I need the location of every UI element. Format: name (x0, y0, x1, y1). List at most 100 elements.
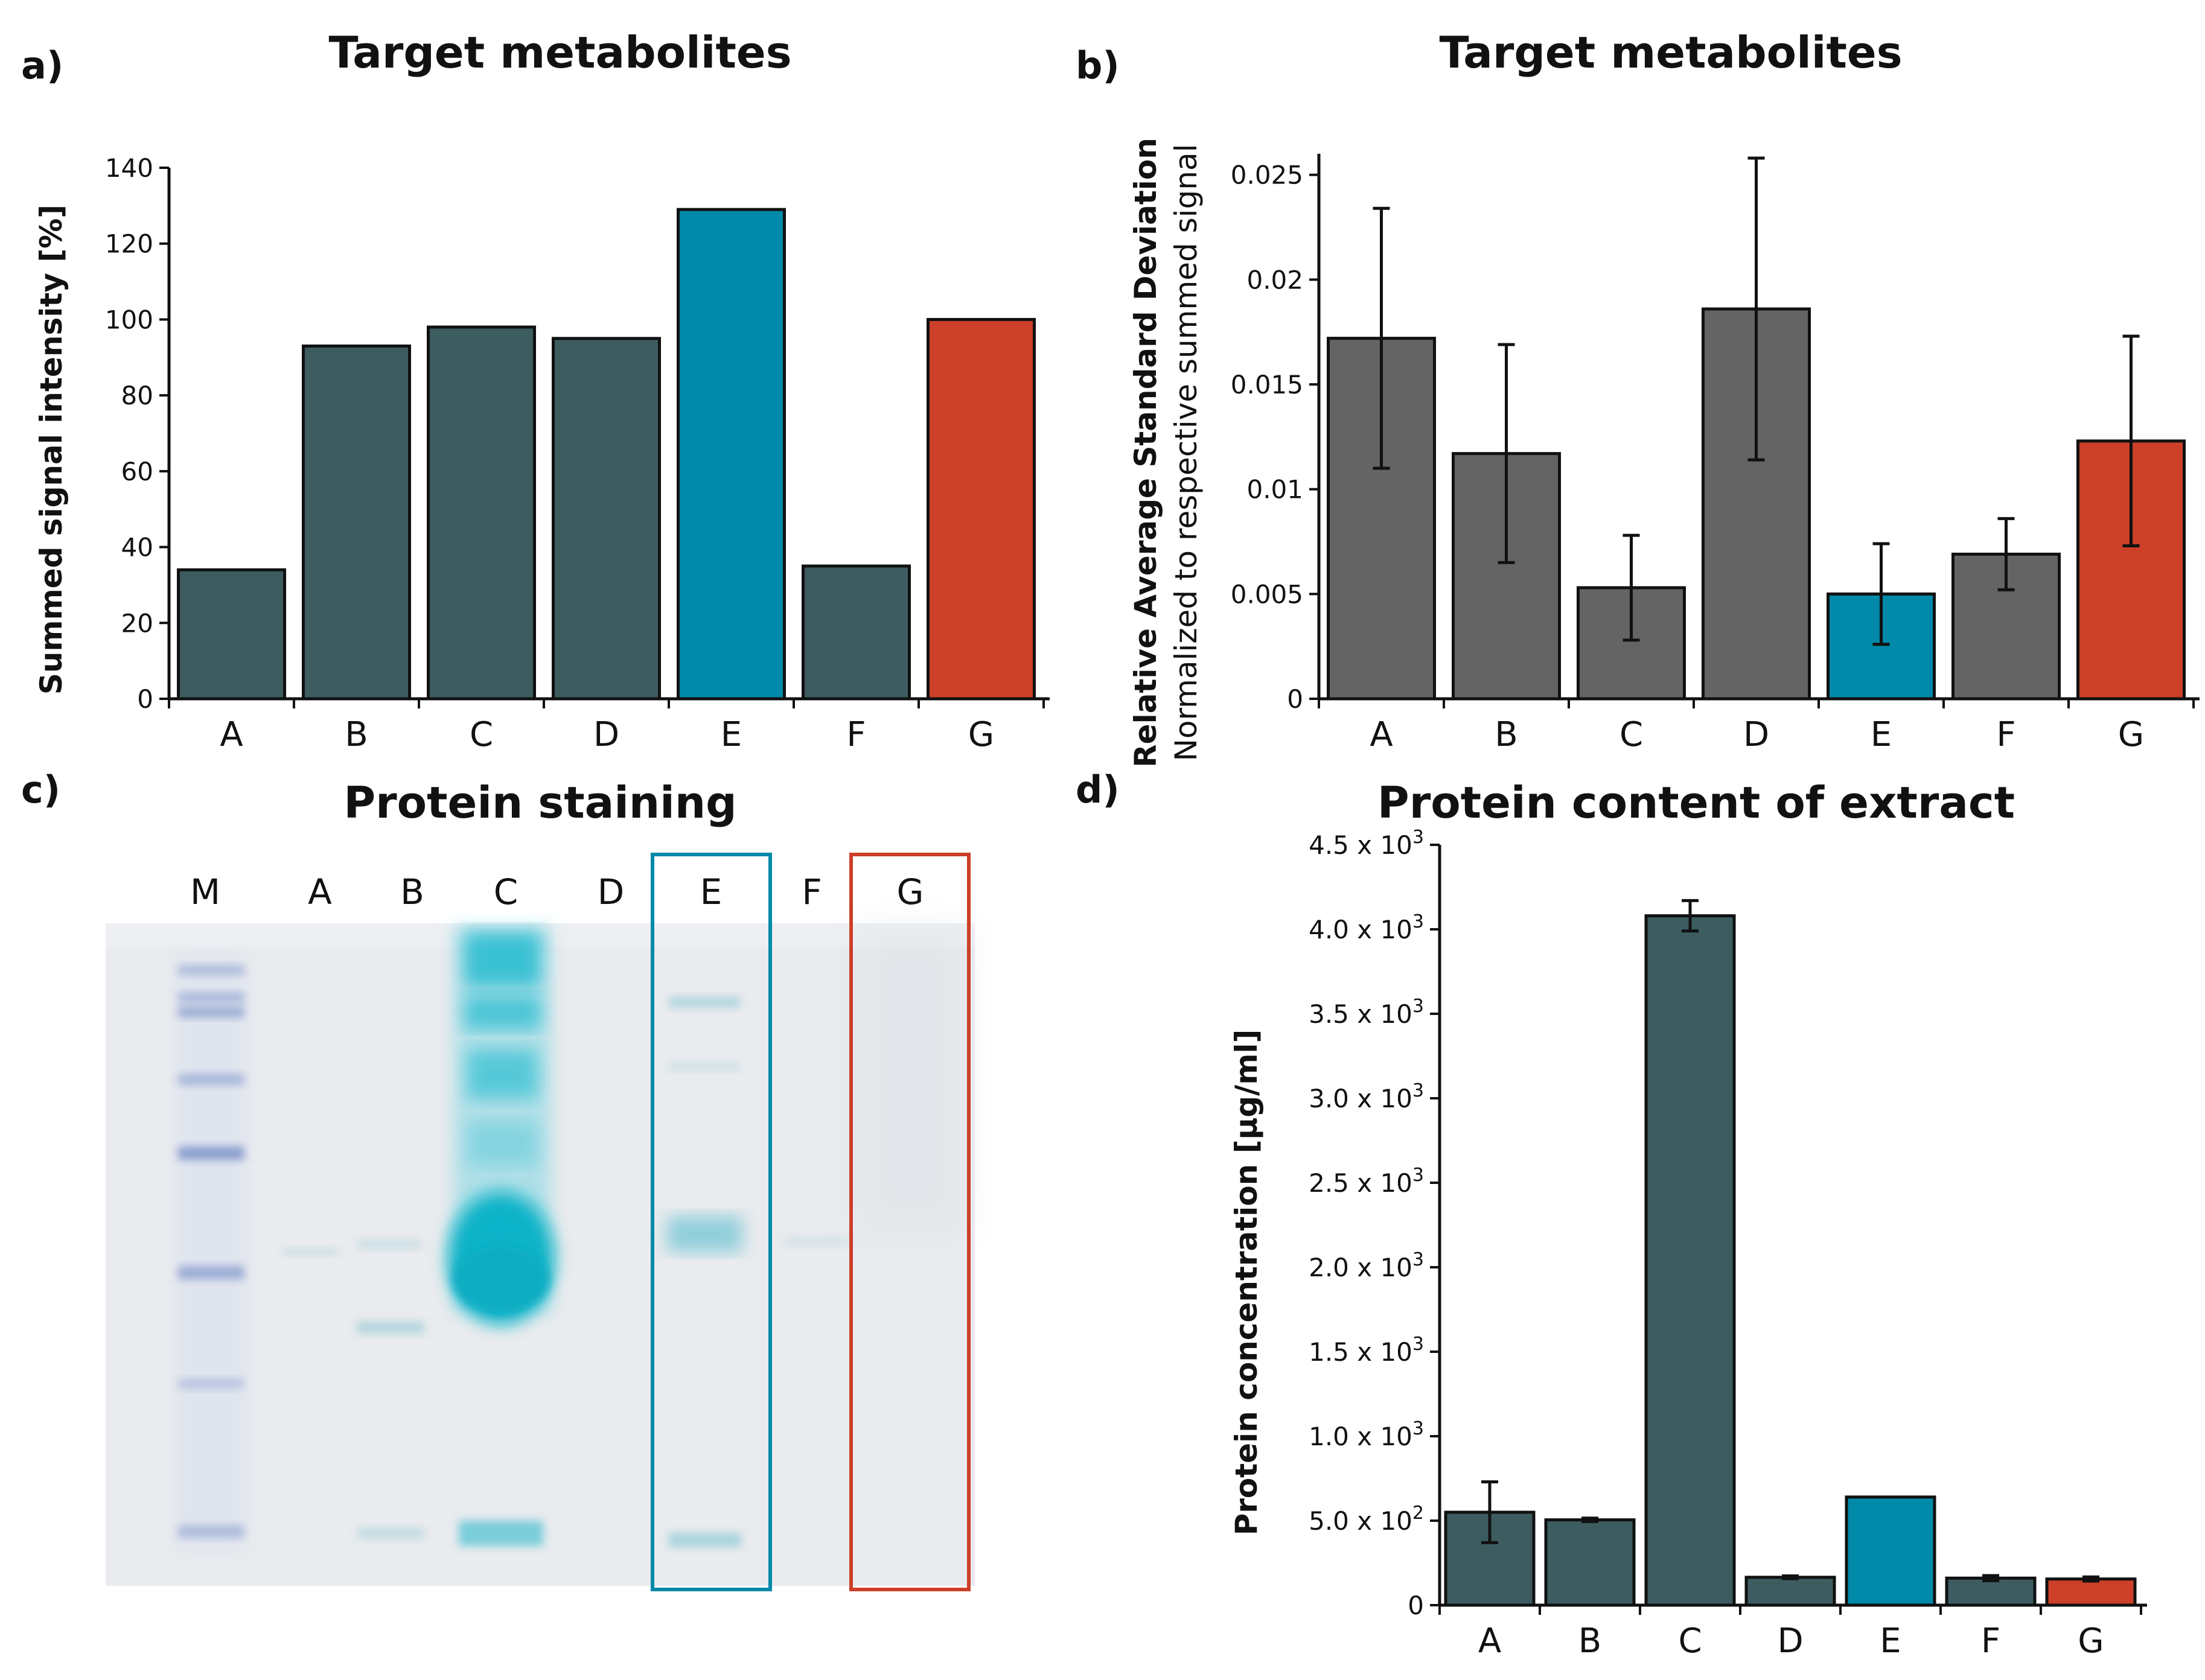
y-tick-label: 0.01 (1246, 475, 1303, 504)
gel-lane-label-M: M (190, 871, 220, 912)
panel-c-title: Protein staining (343, 777, 736, 828)
x-tick-label-B: B (1578, 1621, 1601, 1661)
error-bar-F (1982, 1574, 1999, 1582)
bar-E (1845, 1495, 1936, 1607)
x-tick-label-F: F (1981, 1621, 2000, 1661)
x-tick-label-A: A (220, 715, 243, 754)
bar-F (802, 564, 911, 701)
error-bar-B (1581, 1516, 1598, 1523)
y-tick-label: 3.0 x 103 (1309, 1080, 1424, 1113)
panel-d-label: d) (1076, 768, 1120, 812)
x-tick-label-F: F (1996, 715, 2015, 754)
panel-b-plot: 0 0.005 0.01 0.015 0.02 0.025 A B C D E F G (1231, 153, 2200, 754)
panel-d-title: Protein content of extract (1377, 777, 2015, 828)
x-tick-label-G: G (2118, 715, 2144, 754)
error-bar-B (1498, 343, 1515, 564)
error-bar-A (1481, 1480, 1498, 1544)
x-tick-label-D: D (593, 715, 619, 754)
bar-G (2045, 1577, 2137, 1607)
y-tick-label: 0.02 (1246, 265, 1303, 294)
lane-e-highlight-box (651, 853, 772, 1591)
panel-d-y-axis-label: Protein concentration [µg/ml] (1229, 1029, 1264, 1536)
panel-d-plot: 0 5.0 x 102 1.0 x 103 1.5 x 103 2.0 x 103 2.5… (1309, 827, 2147, 1661)
bar-B (1544, 1518, 1636, 1607)
y-tick-label: 40 (121, 533, 153, 562)
gel-lane-label-B: B (400, 871, 424, 912)
x-tick-label-E: E (721, 715, 742, 754)
bar-D (552, 337, 661, 701)
bar-C (427, 325, 536, 701)
y-tick-label: 2.5 x 103 (1309, 1165, 1424, 1198)
error-bar-C (1682, 899, 1699, 933)
panel-d: d) Protein content of extract Protein co… (1076, 768, 2147, 1661)
x-tick-label-B: B (1495, 715, 1517, 754)
x-tick-label-A: A (1478, 1621, 1501, 1661)
panel-b-title: Target metabolites (1439, 27, 1902, 78)
bar-E (677, 208, 786, 701)
x-tick-label-C: C (470, 715, 493, 754)
bar-D (1744, 1576, 1836, 1607)
gel-lane-b (357, 1240, 424, 1539)
panel-a-title: Target metabolites (328, 27, 791, 78)
gel-lane-label-E: E (700, 871, 723, 912)
panel-b-y-axis-sublabel: Normalized to respective summed signal (1169, 144, 1204, 762)
error-bar-C (1623, 533, 1640, 642)
gel-lane-label-D: D (598, 871, 625, 912)
error-bar-G (2122, 334, 2140, 547)
bar-B (302, 344, 411, 701)
x-tick-label-B: B (345, 715, 368, 754)
error-bar-A (1373, 206, 1390, 470)
y-tick-label: 0 (1287, 684, 1303, 714)
y-tick-label: 2.0 x 103 (1309, 1249, 1424, 1282)
panel-a-y-axis-label: Summed signal intensity [%] (34, 205, 69, 695)
y-tick-label: 20 (121, 608, 153, 638)
gel-lane-label-F: F (802, 871, 822, 912)
error-bar-E (1872, 542, 1890, 646)
panel-a-plot: 0 20 40 60 80 100 120 140 A B C D E F G (105, 153, 1050, 754)
x-tick-label-F: F (846, 715, 866, 754)
y-tick-label: 0.015 (1231, 370, 1303, 399)
lane-g-highlight-box (849, 853, 971, 1591)
gel-lane-c (448, 926, 554, 1546)
bar-A (1444, 1510, 1536, 1607)
gel-lane-label-A: A (308, 871, 332, 912)
x-tick-label-A: A (1370, 715, 1393, 754)
panel-a: a) Target metabolites Summed signal inte… (21, 27, 1050, 754)
y-tick-label: 3.5 x 103 (1309, 996, 1424, 1029)
panel-b: b) Target metabolites Relative Average S… (1076, 27, 2200, 768)
x-tick-label-G: G (968, 715, 994, 754)
y-tick-label: 60 (121, 457, 153, 486)
y-tick-label: 1.0 x 103 (1309, 1418, 1424, 1451)
y-tick-label: 0.005 (1231, 579, 1303, 609)
error-bar-F (1997, 517, 2015, 591)
x-tick-label-E: E (1880, 1621, 1901, 1661)
x-tick-label-D: D (1777, 1621, 1803, 1661)
bar-G (927, 317, 1036, 701)
error-bar-G (2082, 1575, 2099, 1583)
y-tick-label: 1.5 x 103 (1309, 1334, 1424, 1367)
y-tick-label: 0 (137, 684, 153, 714)
x-tick-label-C: C (1619, 715, 1643, 754)
x-tick-label-E: E (1871, 715, 1892, 754)
gel-lane-label-G: G (897, 871, 924, 912)
error-bar-D (1782, 1574, 1799, 1580)
gel-image (106, 853, 975, 1591)
x-tick-label-D: D (1743, 715, 1769, 754)
gel-lane-e (667, 997, 742, 1547)
y-tick-label: 100 (105, 305, 153, 334)
x-tick-label-C: C (1678, 1621, 1702, 1661)
y-tick-label: 80 (121, 381, 153, 410)
gel-lane-m (176, 953, 246, 1551)
y-tick-label: 120 (105, 229, 153, 259)
x-tick-label-G: G (2078, 1621, 2104, 1661)
panel-b-y-axis-label: Relative Average Standard Deviation (1128, 138, 1163, 768)
error-bar-D (1747, 156, 1765, 462)
panel-b-label: b) (1076, 43, 1120, 88)
bar-F (1945, 1576, 2037, 1607)
y-tick-label: 4.5 x 103 (1309, 827, 1424, 860)
bar-C (1644, 914, 1736, 1607)
y-tick-label: 0.025 (1231, 161, 1303, 190)
panel-c: c) Protein staining M A B C D E F G (21, 768, 975, 1591)
